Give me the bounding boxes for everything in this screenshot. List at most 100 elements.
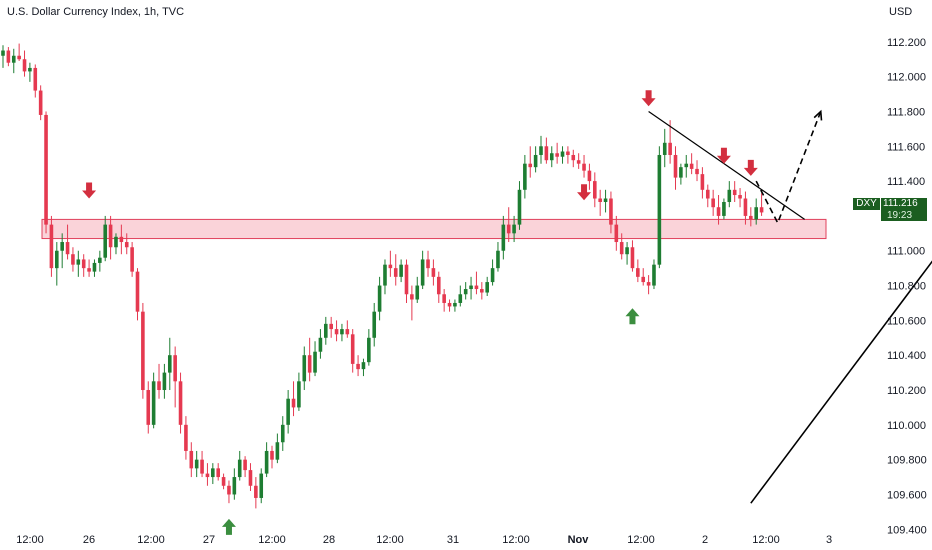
price-tick-label: 111.000	[887, 246, 925, 258]
candle-body	[705, 189, 710, 199]
price-tick-label: 110.600	[887, 315, 926, 327]
symbol-label: DXY	[853, 198, 880, 210]
candle-body	[490, 268, 495, 283]
candle-body	[243, 459, 247, 471]
price-tick-label: 111.600	[887, 141, 925, 153]
candle-body	[646, 282, 651, 286]
trendlines-layer	[648, 109, 932, 504]
candle-body	[738, 195, 742, 199]
candle-body	[286, 398, 290, 425]
candle-body	[313, 351, 317, 373]
candle-body	[216, 468, 220, 478]
candle-body	[318, 337, 323, 352]
candle-body	[135, 271, 140, 312]
price-axis: 112.200112.000111.800111.600111.400111.2…	[887, 37, 927, 536]
candle-body	[87, 268, 91, 272]
candle-body	[103, 224, 108, 258]
candle-body	[38, 90, 43, 115]
candle-body	[232, 477, 237, 495]
candle-body	[641, 276, 646, 283]
ascending-trendline	[750, 260, 932, 504]
up-arrow-icon	[625, 308, 640, 325]
price-tick-label: 111.400	[887, 176, 925, 188]
candle-body	[350, 334, 355, 364]
candle-body	[571, 154, 576, 161]
candle-body	[356, 363, 360, 370]
price-tick-label: 110.400	[887, 350, 926, 362]
candle-body	[345, 329, 350, 335]
time-tick-label: 26	[83, 534, 95, 546]
candle-body	[673, 154, 678, 178]
candle-body	[189, 450, 194, 469]
candle-body	[211, 468, 215, 478]
candle-body	[544, 146, 549, 161]
price-axis-unit: USD	[889, 6, 913, 18]
candle-body	[124, 242, 129, 248]
candle-body	[146, 390, 151, 425]
price-tick-label: 109.400	[887, 524, 927, 536]
candle-body	[329, 323, 333, 330]
candle-body	[367, 337, 371, 363]
candle-body	[98, 257, 102, 263]
up-arrow-icon	[221, 518, 236, 535]
candle-body	[442, 294, 446, 303]
candle-body	[662, 142, 667, 155]
down-arrow-icon	[82, 182, 97, 199]
candle-body	[33, 67, 38, 91]
time-tick-label: 28	[323, 534, 335, 546]
candle-body	[700, 174, 705, 190]
candle-body	[506, 224, 511, 234]
candle-body	[501, 224, 506, 251]
candle-body	[684, 163, 689, 168]
down-arrow-icon	[743, 159, 758, 176]
candle-body	[60, 242, 64, 251]
support-zone	[41, 218, 827, 240]
down-arrow-icon	[641, 90, 656, 107]
price-tick-label: 112.000	[887, 72, 926, 84]
candle-body	[151, 381, 156, 425]
candle-body	[598, 198, 602, 202]
candle-body	[22, 59, 27, 72]
price-tick-label: 109.800	[887, 455, 927, 467]
projection-arrowhead	[813, 109, 823, 121]
candle-body	[593, 181, 597, 199]
candle-body	[749, 215, 753, 220]
candle-body	[695, 168, 699, 175]
candle-body	[254, 485, 258, 498]
candle-body	[259, 473, 264, 498]
candle-body	[76, 259, 81, 265]
price-tick-label: 111.800	[887, 106, 925, 118]
candle-body	[523, 163, 527, 190]
candle-body	[743, 198, 748, 216]
projection-path	[755, 111, 822, 225]
candle-body	[528, 163, 533, 168]
candle-body	[415, 285, 420, 300]
candle-body	[603, 198, 608, 202]
candle-body	[447, 302, 452, 307]
candle-body	[302, 355, 307, 382]
candle-body	[614, 224, 619, 243]
candle-body	[587, 170, 592, 182]
down-arrow-icon	[716, 147, 731, 164]
candle-body	[119, 236, 124, 243]
candle-body	[582, 163, 586, 171]
time-tick-label: 12:00	[627, 534, 655, 546]
candle-body	[17, 55, 21, 60]
candle-body	[463, 289, 468, 295]
candle-body	[340, 329, 344, 335]
candle-body	[92, 262, 97, 272]
candle-body	[517, 189, 522, 225]
candle-body	[55, 250, 59, 269]
chart-title: U.S. Dollar Currency Index, 1h, TVC	[7, 6, 185, 18]
candle-body	[630, 247, 635, 269]
candle-body	[539, 146, 543, 155]
candle-body	[157, 381, 161, 391]
candle-body	[221, 477, 226, 486]
candle-body	[732, 189, 737, 196]
candle-body	[754, 207, 758, 220]
candle-body	[469, 285, 473, 290]
candle-body	[410, 294, 414, 300]
candle-body	[436, 276, 441, 295]
candle-body	[474, 285, 479, 290]
